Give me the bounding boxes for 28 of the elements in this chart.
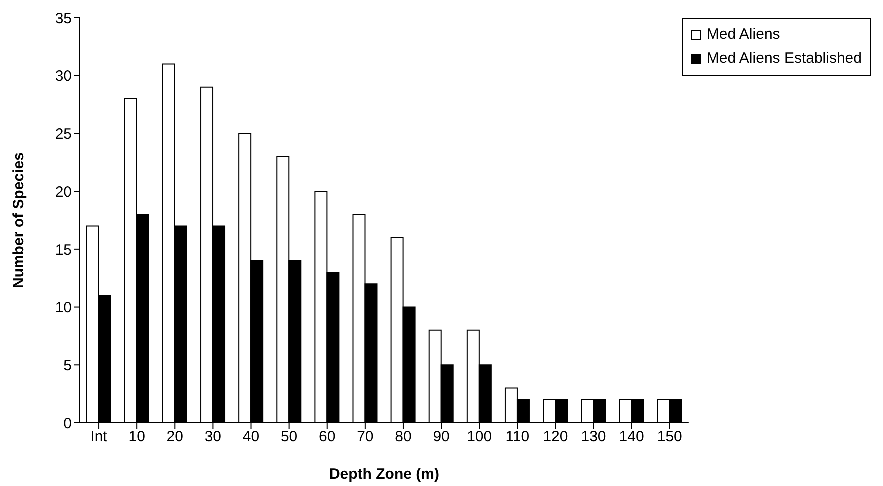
- y-tick-label: 0: [64, 415, 72, 432]
- x-tick-label: 50: [280, 428, 298, 446]
- y-tick-label: 5: [64, 357, 72, 374]
- x-tick-label: 40: [242, 428, 260, 446]
- x-axis-title: Depth Zone (m): [329, 466, 440, 483]
- x-tick-label: 90: [433, 428, 450, 446]
- x-tick-label: 70: [357, 428, 374, 446]
- x-tick-label: 60: [319, 428, 336, 446]
- legend-label: Med Aliens: [706, 25, 780, 45]
- x-tick-label: 10: [128, 428, 146, 446]
- y-tick-label: 10: [55, 300, 72, 317]
- y-tick-label: 15: [55, 242, 72, 259]
- x-tick-label: 100: [467, 428, 492, 446]
- y-tick-label: 35: [55, 10, 72, 28]
- y-tick-label: 20: [55, 184, 72, 201]
- x-tick-label: 130: [581, 428, 606, 446]
- x-tick-label: 120: [543, 428, 568, 446]
- x-tick-label: 80: [395, 428, 412, 446]
- x-tick-label: 140: [619, 428, 644, 446]
- x-tick-label: 110: [506, 428, 530, 446]
- y-tick-label: 30: [55, 68, 72, 86]
- x-tick-label: 150: [657, 428, 682, 446]
- y-axis-title: Number of Species: [10, 152, 28, 288]
- legend-label: Med Aliens Established: [706, 49, 862, 69]
- x-tick-label: 30: [204, 428, 222, 446]
- x-tick-label: 20: [166, 428, 184, 446]
- y-tick-label: 25: [55, 126, 72, 144]
- x-tick-label: Int: [90, 428, 108, 446]
